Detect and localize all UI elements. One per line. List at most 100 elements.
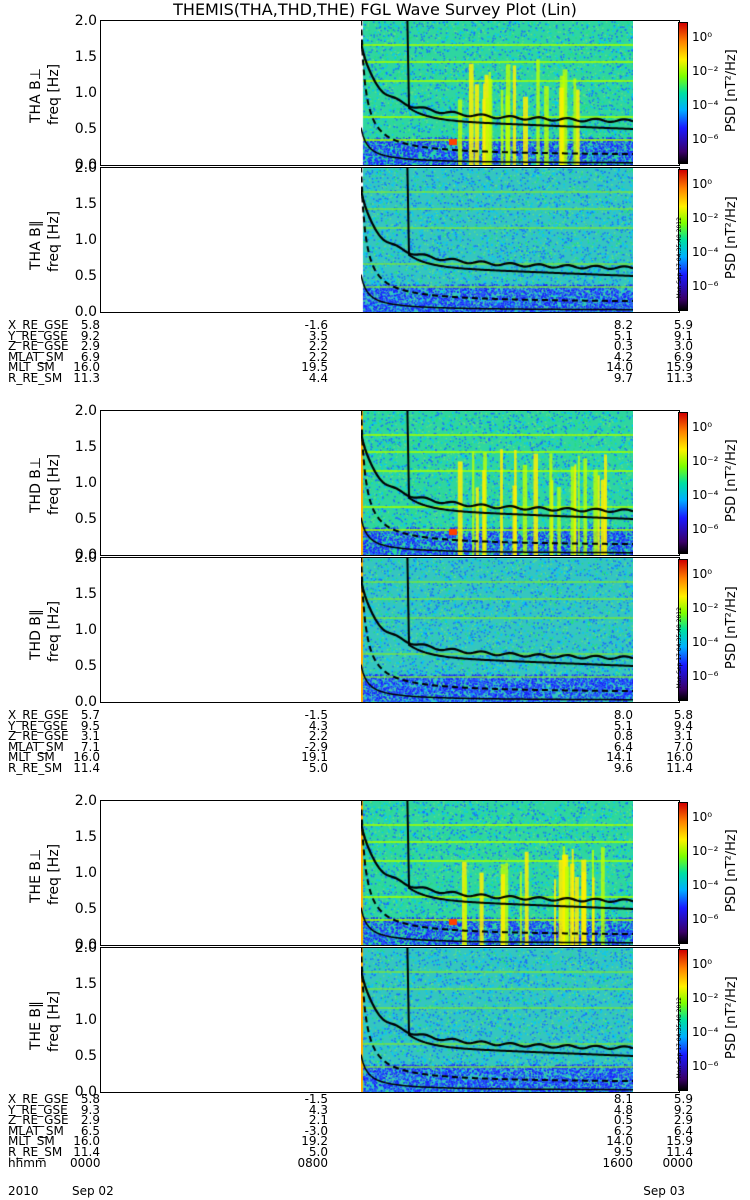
colorbar [678,412,688,554]
colorbar-tick-label: 10⁰ [692,30,713,44]
ephemeris-value: 0800 [297,1155,328,1170]
ephemeris-value: 5.8 [673,708,693,722]
colorbar [678,949,688,1091]
ephemeris-value: -1.6 [304,318,328,332]
ephemeris-name: Y_RE_GSE [8,718,68,733]
ephemeris-value: -1.5 [304,708,328,722]
y-tick-label: 0.5 [74,901,97,917]
colorbar-label: PSD [nT²/Hz] [724,49,739,132]
ephemeris-value: 1600 [602,1155,633,1170]
ephemeris-value: 3.0 [673,339,693,354]
ephemeris-value: 5.9 [673,318,693,332]
ephemeris-value: 5.0 [308,1144,328,1159]
ephemeris-name: R_RE_SM [8,760,63,775]
y-tick-label: 0.0 [74,547,97,563]
panel-ylabel: THD B⊥ [28,456,44,513]
y-tick-label: 0.0 [74,1084,97,1100]
ephemeris-value: -1.5 [304,1092,328,1106]
y-tick-label: 1.0 [74,232,97,248]
y-tick-label: 1.0 [74,865,97,881]
ephemeris-name: hhmm [8,1155,47,1170]
colorbar-tick-label: 10⁰ [692,177,713,191]
y-tick-label: 2.0 [74,403,97,419]
panel-ylabel: THA B∥ [28,220,44,270]
ephemeris-name: R_RE_SM [8,370,63,385]
y-tick-label: 1.0 [74,85,97,101]
spectrogram-panel [100,557,680,703]
ephemeris-value: 6.2 [613,1123,633,1138]
ephemeris-value: 0.8 [613,729,633,744]
ephemeris-value: 15.9 [666,360,693,375]
colorbar-label: PSD [nT²/Hz] [724,196,739,279]
panel-freq-label: freq [Hz] [46,600,62,662]
ephemeris-value: 11.4 [666,1144,693,1159]
ephemeris-value: 3.1 [80,729,100,744]
colorbar-tick-label: 10⁻² [692,454,719,468]
y-tick-label: 2.0 [74,13,97,29]
ephemeris-value: 2.2 [308,339,328,354]
ephemeris-name: X_RE_GSE [8,1092,69,1106]
spectrogram-image [361,411,633,555]
ephemeris-name: Y_RE_GSE [8,328,68,343]
ephemeris-value: 6.4 [613,739,633,754]
colorbar-tick-label: 10⁻⁴ [692,488,719,502]
y-tick-label: 1.0 [74,475,97,491]
ephemeris-value: 14.1 [606,750,633,765]
colorbar-tick-label: 10⁻⁶ [692,132,719,146]
ephemeris-value: 5.7 [80,708,100,722]
ephemeris-value: 6.9 [80,349,100,364]
ephemeris-value: 9.2 [673,1102,693,1117]
y-tick-label: 0.5 [74,121,97,137]
ephemeris-value: 16.0 [73,750,100,765]
ephemeris-value: 6.5 [80,1123,100,1138]
timestamp-stamp: Mon Sep 17 04:35:48 2012 [676,607,683,689]
panel-freq-label: freq [Hz] [46,990,62,1052]
colorbar-label: PSD [nT²/Hz] [724,829,739,912]
y-tick-label: 0.0 [74,157,97,173]
ephemeris-value: -2.9 [304,739,328,754]
y-tick-label: 1.5 [74,976,97,992]
ephemeris-name: MLT_SM [8,750,55,765]
ephemeris-value: 5.8 [80,1092,100,1106]
ephemeris-value: 4.3 [308,718,328,733]
colorbar-tick-label: 10⁰ [692,957,713,971]
colorbar-tick-label: 10⁻⁶ [692,279,719,293]
ephemeris-value: 14.0 [606,1134,633,1149]
spectrogram-panel [100,410,680,556]
ephemeris-value: 0.3 [613,339,633,354]
panel-ylabel: THE B⊥ [28,848,44,903]
colorbar [678,802,688,944]
colorbar-tick-label: 10⁰ [692,810,713,824]
ephemeris-value: 0000 [662,1155,693,1170]
ephemeris-value: 9.3 [80,1102,100,1117]
ephemeris-value: 2.9 [80,1113,100,1128]
ephemeris-name: MLAT_SM [8,739,64,754]
y-tick-label: 1.5 [74,196,97,212]
colorbar-tick-label: 10⁻² [692,211,719,225]
ephemeris-name: MLT_SM [8,360,55,375]
ephemeris-value: 11.4 [73,760,100,775]
ephemeris-name: Z_RE_GSE [8,339,69,354]
ephemeris-name: X_RE_GSE [8,708,69,722]
ephemeris-value: 8.1 [613,1092,633,1106]
y-tick-label: 2.0 [74,793,97,809]
spectrogram-image [361,948,633,1092]
colorbar [678,22,688,164]
ephemeris-value: 16.0 [666,750,693,765]
ephemeris-value: 2.1 [308,1113,328,1128]
colorbar-label: PSD [nT²/Hz] [724,586,739,669]
ephemeris-value: 11.4 [73,1144,100,1159]
timestamp-stamp: Mon Sep 17 04:35:48 2012 [676,997,683,1079]
colorbar-tick-label: 10⁻² [692,844,719,858]
colorbar-tick-label: 10⁻⁴ [692,98,719,112]
ephemeris-value: 9.5 [80,718,100,733]
ephemeris-name: MLAT_SM [8,1123,64,1138]
ephemeris-value: 5.1 [613,328,633,343]
panel-ylabel: THA B⊥ [28,68,44,123]
ephemeris-value: 2.2 [308,349,328,364]
ephemeris-value: 7.0 [673,739,693,754]
ephemeris-value: 5.9 [673,1092,693,1106]
timestamp-stamp: Mon Sep 17 04:35:48 2012 [676,217,683,299]
ephemeris-value: 8.0 [613,708,633,722]
y-tick-label: 0.5 [74,658,97,674]
